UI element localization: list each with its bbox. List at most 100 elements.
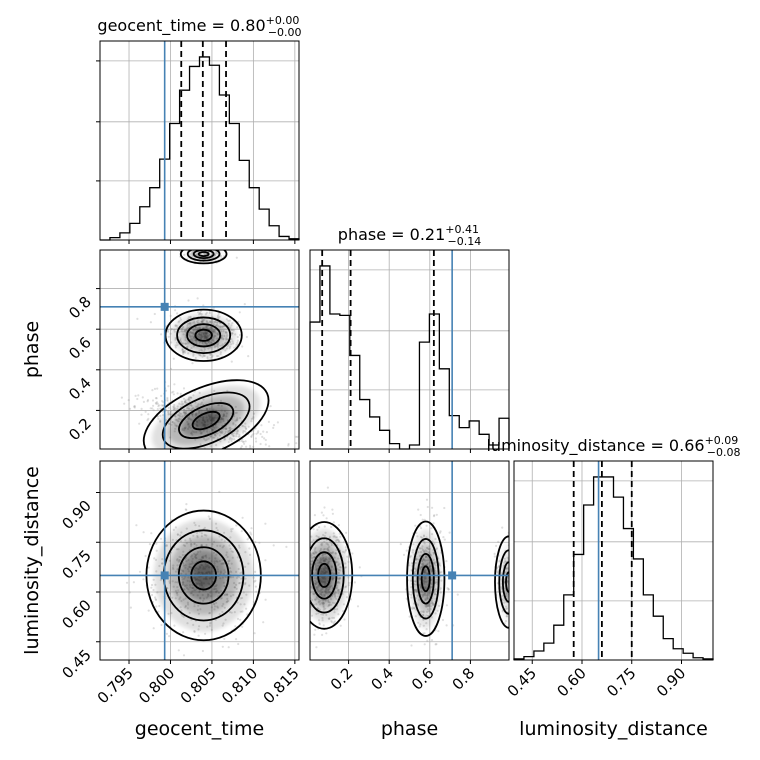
sample-point (169, 314, 172, 317)
sample-point (516, 603, 518, 605)
sample-point (517, 583, 519, 585)
sample-point (441, 618, 445, 622)
sample-point (322, 624, 325, 627)
sample-point (165, 632, 168, 635)
sample-point (445, 604, 448, 607)
sample-point (255, 432, 258, 435)
sample-point (516, 573, 518, 575)
sample-point (347, 584, 350, 587)
sample-point (142, 400, 145, 403)
sample-point (275, 453, 277, 455)
sample-point (133, 405, 136, 408)
sample-point (343, 618, 346, 621)
sample-point (172, 357, 175, 360)
sample-point (174, 309, 177, 312)
sample-point (515, 558, 517, 560)
sample-point (514, 544, 516, 546)
sample-point (182, 352, 185, 355)
sample-point (152, 404, 155, 407)
sample-point (259, 463, 261, 465)
sample-point (254, 540, 257, 544)
density-level (422, 567, 430, 590)
sample-point (307, 574, 309, 576)
density-mode (164, 308, 243, 362)
sample-point (161, 399, 164, 403)
sample-point (160, 333, 163, 336)
sample-point (197, 634, 200, 637)
sample-point (334, 620, 337, 623)
sample-point (150, 583, 154, 587)
sample-point (304, 598, 306, 600)
sample-point (149, 321, 152, 324)
y-axis-label-luminosity_distance: luminosity_distance (21, 466, 43, 655)
sample-point (182, 387, 186, 390)
sample-point (141, 396, 144, 399)
sample-point (297, 560, 299, 562)
sample-point (197, 311, 200, 314)
x-tick-label-geocent_time: 0.805 (177, 664, 220, 707)
sample-point (296, 435, 299, 438)
sample-point (306, 540, 308, 542)
sample-point (330, 620, 333, 623)
sample-point (409, 556, 412, 559)
sample-point (518, 606, 520, 608)
sample-point (144, 554, 147, 558)
sample-point (495, 544, 498, 548)
sample-point (250, 527, 253, 530)
sample-point (510, 584, 512, 586)
sample-point (430, 527, 433, 530)
contour-line (176, 316, 232, 355)
sample-point (254, 585, 257, 588)
sample-point (191, 362, 194, 365)
sample-point (448, 531, 451, 534)
sample-point (241, 345, 244, 348)
sample-point (305, 583, 307, 585)
sample-point (264, 438, 267, 442)
sample-point (167, 406, 170, 409)
sample-point (150, 532, 153, 535)
sample-point (315, 646, 318, 649)
sample-point (306, 565, 308, 567)
sample-point (443, 538, 446, 541)
sample-point (510, 618, 512, 620)
y-tick-label-luminosity_distance: 0.45 (58, 646, 94, 682)
sample-point (511, 558, 513, 560)
sample-point (321, 633, 324, 637)
sample-point (230, 439, 233, 443)
sample-point (217, 355, 220, 358)
panel-title-luminosity_distance: luminosity_distance = 0.66+0.09 −0.08 (486, 434, 740, 459)
sample-point (418, 625, 421, 628)
sample-point (358, 566, 361, 569)
sample-point (261, 435, 264, 438)
sample-point (147, 566, 150, 569)
sample-point (323, 525, 326, 528)
sample-point (332, 621, 335, 624)
sample-point (411, 607, 414, 611)
sample-point (263, 437, 266, 440)
sample-point (254, 570, 257, 574)
density-level (196, 330, 212, 341)
sample-point (135, 524, 138, 527)
sample-point (244, 430, 247, 433)
sample-point (301, 547, 303, 549)
x-tick-label-geocent_time: 0.810 (218, 664, 261, 707)
sample-point (246, 613, 249, 616)
sample-point (296, 566, 298, 568)
sample-point (511, 574, 513, 576)
sample-point (296, 553, 298, 555)
sample-point (304, 607, 306, 609)
sample-point (264, 522, 267, 525)
sample-point (302, 570, 304, 572)
sample-point (307, 540, 309, 542)
sample-point (160, 404, 163, 407)
x-tick-label-geocent_time: 0.795 (94, 664, 137, 707)
panel-title-geocent_time: geocent_time = 0.80+0.00 −0.00 (97, 14, 301, 39)
contour-line (194, 328, 213, 342)
sample-point (144, 410, 147, 413)
sample-point (235, 524, 238, 527)
sample-point (199, 451, 201, 453)
sample-point (161, 410, 164, 413)
sample-point (514, 581, 516, 583)
sample-point (256, 450, 258, 452)
contour-line (178, 402, 235, 440)
